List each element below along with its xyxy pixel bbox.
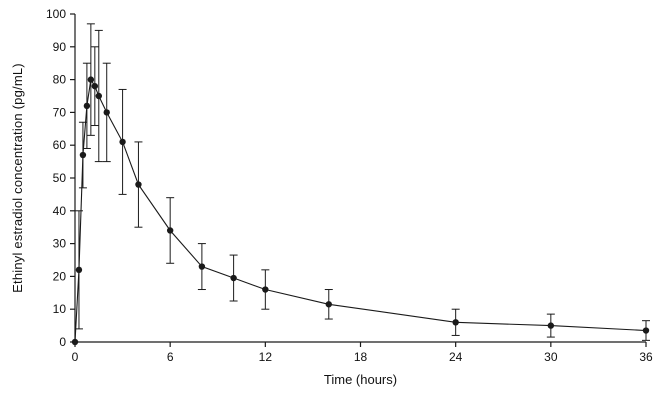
data-point xyxy=(547,322,555,329)
y-axis-label: Ethinyl estradiol concentration (pg/mL) xyxy=(10,63,25,293)
x-axis-label: Time (hours) xyxy=(323,372,398,387)
x-tick-label: 30 xyxy=(544,350,558,364)
y-tick-label: 50 xyxy=(53,171,67,185)
data-point xyxy=(642,327,650,334)
x-tick-label: 24 xyxy=(449,350,463,364)
data-point xyxy=(452,319,459,326)
data-point xyxy=(71,338,79,346)
data-point xyxy=(325,301,332,308)
y-tick-label: 90 xyxy=(53,40,67,54)
y-tick-label: 80 xyxy=(53,73,67,87)
x-tick-label: 12 xyxy=(259,350,273,364)
y-tick-label: 70 xyxy=(53,105,67,119)
data-point xyxy=(103,109,110,116)
x-tick-label: 0 xyxy=(72,350,79,364)
data-point xyxy=(79,151,87,159)
data-point xyxy=(262,286,269,293)
x-tick-label: 18 xyxy=(354,350,368,364)
data-point xyxy=(75,266,83,274)
data-point xyxy=(166,227,174,234)
y-tick-label: 100 xyxy=(46,7,66,21)
y-tick-label: 60 xyxy=(53,138,67,152)
data-point xyxy=(91,82,99,90)
data-point xyxy=(87,76,95,83)
data-point xyxy=(119,138,126,146)
x-tick-label: 6 xyxy=(167,350,174,364)
y-tick-label: 20 xyxy=(53,269,67,283)
data-point xyxy=(198,263,206,270)
data-point xyxy=(83,102,91,110)
data-point xyxy=(230,274,237,282)
y-tick-label: 0 xyxy=(59,335,66,349)
y-tick-label: 40 xyxy=(53,204,67,218)
y-tick-label: 30 xyxy=(53,237,67,251)
data-point xyxy=(135,181,142,188)
x-tick-label: 36 xyxy=(639,350,653,364)
data-point xyxy=(95,92,102,100)
y-tick-label: 10 xyxy=(53,302,67,316)
series-line xyxy=(74,78,647,343)
